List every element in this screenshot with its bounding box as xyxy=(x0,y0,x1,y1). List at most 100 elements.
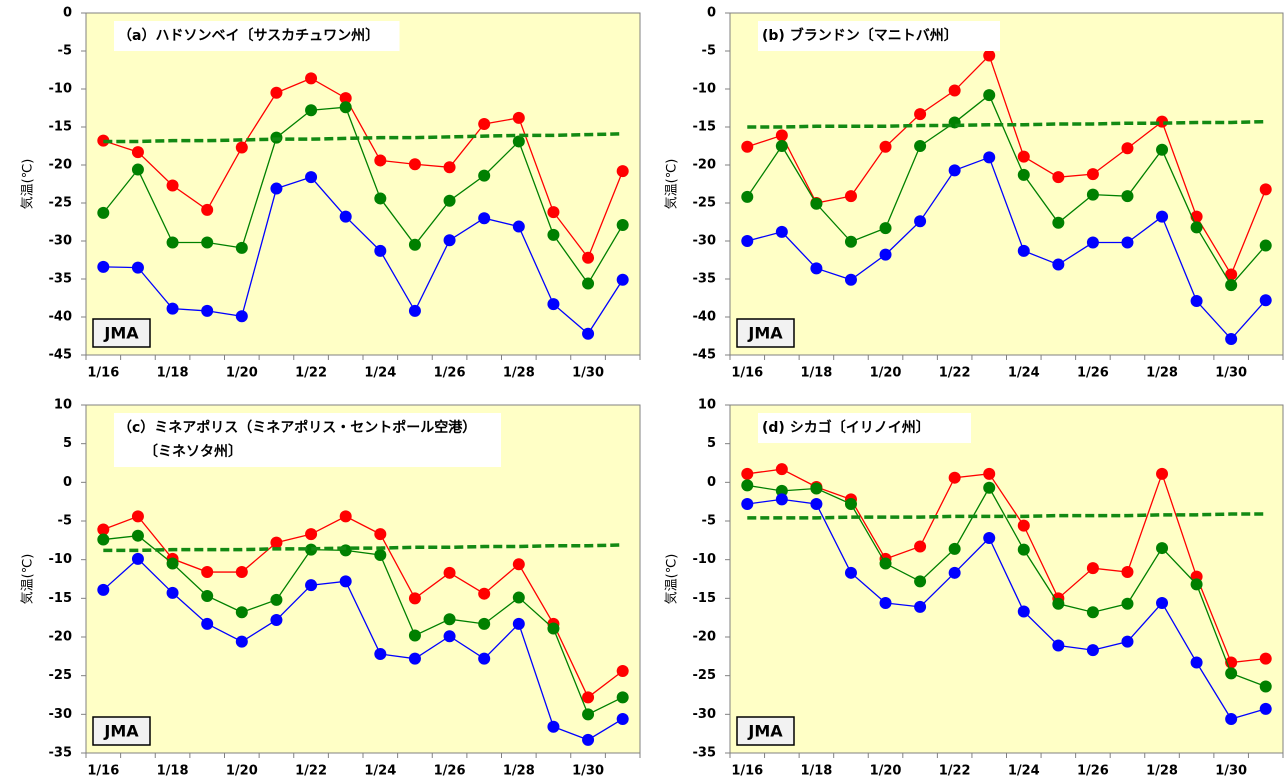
y-tick-label: -30 xyxy=(693,707,717,722)
data-point xyxy=(512,617,525,630)
data-point xyxy=(775,493,788,506)
data-point xyxy=(983,481,996,494)
data-point xyxy=(166,586,179,599)
y-tick-label: -30 xyxy=(49,234,73,249)
x-tick-label: 1/24 xyxy=(1008,366,1040,381)
data-point xyxy=(305,579,318,592)
x-tick-label: 1/16 xyxy=(87,764,119,779)
y-tick-label: -40 xyxy=(49,310,73,325)
data-point xyxy=(547,206,560,219)
data-point xyxy=(97,583,110,596)
data-point xyxy=(582,327,595,340)
data-point xyxy=(948,542,961,555)
x-tick-label: 1/16 xyxy=(87,366,119,381)
data-point xyxy=(948,566,961,579)
data-point xyxy=(948,164,961,177)
data-point xyxy=(374,648,387,661)
data-point xyxy=(339,544,352,557)
annotation-box xyxy=(92,716,151,746)
title-box xyxy=(114,413,501,467)
data-point xyxy=(235,566,248,579)
series-line xyxy=(102,558,624,741)
data-point xyxy=(616,165,629,178)
annotation-box xyxy=(736,716,795,746)
data-point xyxy=(235,241,248,254)
data-point xyxy=(1086,606,1099,619)
data-point xyxy=(443,234,456,247)
data-point xyxy=(983,151,996,164)
x-tick-label: 1/28 xyxy=(1146,764,1178,779)
data-point xyxy=(408,629,421,642)
data-point xyxy=(983,89,996,102)
data-point xyxy=(1086,188,1099,201)
data-point xyxy=(844,190,857,203)
x-tick-label: 1/22 xyxy=(939,366,971,381)
normal-line xyxy=(103,132,623,144)
data-point xyxy=(1121,635,1134,648)
data-point xyxy=(1225,279,1238,292)
data-point xyxy=(270,536,283,549)
data-point xyxy=(879,248,892,261)
data-point xyxy=(131,146,144,159)
data-point xyxy=(775,140,788,152)
data-point xyxy=(1052,258,1065,271)
data-point xyxy=(1190,221,1203,234)
data-point xyxy=(948,471,961,484)
data-point xyxy=(1086,644,1099,657)
annotation-box xyxy=(92,318,151,348)
y-tick-label: -25 xyxy=(49,668,73,683)
x-tick-label: 1/24 xyxy=(364,366,396,381)
data-point xyxy=(1121,190,1134,203)
x-tick-label: 1/30 xyxy=(1215,366,1247,381)
data-point xyxy=(131,163,144,176)
x-tick-label: 1/28 xyxy=(503,764,535,779)
data-point xyxy=(131,510,144,523)
data-point xyxy=(1121,142,1134,155)
data-point xyxy=(879,596,892,609)
data-point xyxy=(270,613,283,626)
data-point xyxy=(1259,294,1272,307)
annotation: JMA xyxy=(747,722,783,741)
data-point xyxy=(131,552,144,565)
data-point xyxy=(582,277,595,290)
data-point xyxy=(339,210,352,223)
data-point xyxy=(270,593,283,606)
data-point xyxy=(478,587,491,600)
data-point xyxy=(741,140,754,153)
y-tick-label: -15 xyxy=(693,591,717,606)
y-tick-label: -30 xyxy=(693,234,717,249)
data-point xyxy=(339,101,352,114)
data-point xyxy=(616,691,629,704)
x-tick-label: 1/26 xyxy=(434,366,466,381)
x-tick-label: 1/20 xyxy=(226,366,258,381)
y-tick-label: -20 xyxy=(49,630,73,645)
annotation: JMA xyxy=(103,324,139,343)
data-point xyxy=(844,235,857,248)
data-point xyxy=(374,549,387,562)
y-tick-label: 10 xyxy=(698,398,716,413)
series-line xyxy=(103,535,623,716)
data-point xyxy=(235,141,248,154)
y-tick-label: -35 xyxy=(49,746,73,761)
data-point xyxy=(1259,652,1272,665)
data-point xyxy=(1190,295,1203,308)
x-tick-label: 1/18 xyxy=(800,764,832,779)
x-tick-label: 1/20 xyxy=(870,366,902,381)
y-axis-label: 気温(℃) xyxy=(20,554,36,605)
data-point xyxy=(408,592,421,605)
data-point xyxy=(616,273,629,286)
y-tick-label: -10 xyxy=(49,82,73,97)
data-point xyxy=(131,261,144,274)
data-point xyxy=(97,523,110,536)
y-tick-label: -35 xyxy=(693,272,717,287)
y-tick-label: -40 xyxy=(693,310,717,325)
data-point xyxy=(1017,605,1030,618)
y-tick-label: -15 xyxy=(49,120,73,135)
y-tick-label: -35 xyxy=(693,746,717,761)
data-point xyxy=(914,215,927,228)
data-point xyxy=(879,222,892,235)
x-tick-label: 1/26 xyxy=(1077,764,1109,779)
data-point xyxy=(1017,168,1030,181)
data-point xyxy=(270,182,283,195)
data-point xyxy=(408,652,421,665)
